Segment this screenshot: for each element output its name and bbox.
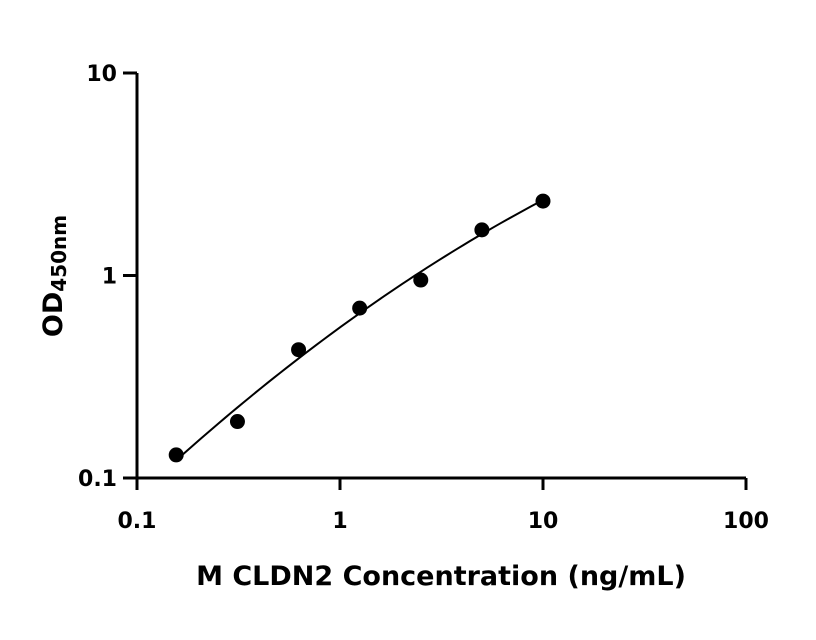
data-point [229,414,245,430]
y-ticks: 0.1 1 10 [78,62,137,492]
y-tick-label: 10 [86,62,117,87]
axes [135,73,746,480]
x-ticks: 0.1 1 10 100 [118,478,769,534]
y-tick-label: 1 [102,265,117,290]
x-tick-label: 0.1 [118,509,157,534]
data-point [168,447,184,463]
y-axis-title-main: OD [38,292,69,337]
data-points [168,193,551,463]
data-point [413,272,429,288]
y-axis-title-subscript: 450nm [47,215,71,292]
data-point [474,222,490,238]
x-tick-label: 1 [332,509,347,534]
data-point [352,300,368,316]
data-point [291,342,307,358]
x-tick-label: 10 [528,509,559,534]
x-axis-title: M CLDN2 Concentration (ng/mL) [196,561,686,592]
data-point [535,193,551,209]
y-tick-label: 0.1 [78,467,117,492]
y-axis-title: OD450nm [38,215,71,337]
x-tick-label: 100 [723,509,769,534]
